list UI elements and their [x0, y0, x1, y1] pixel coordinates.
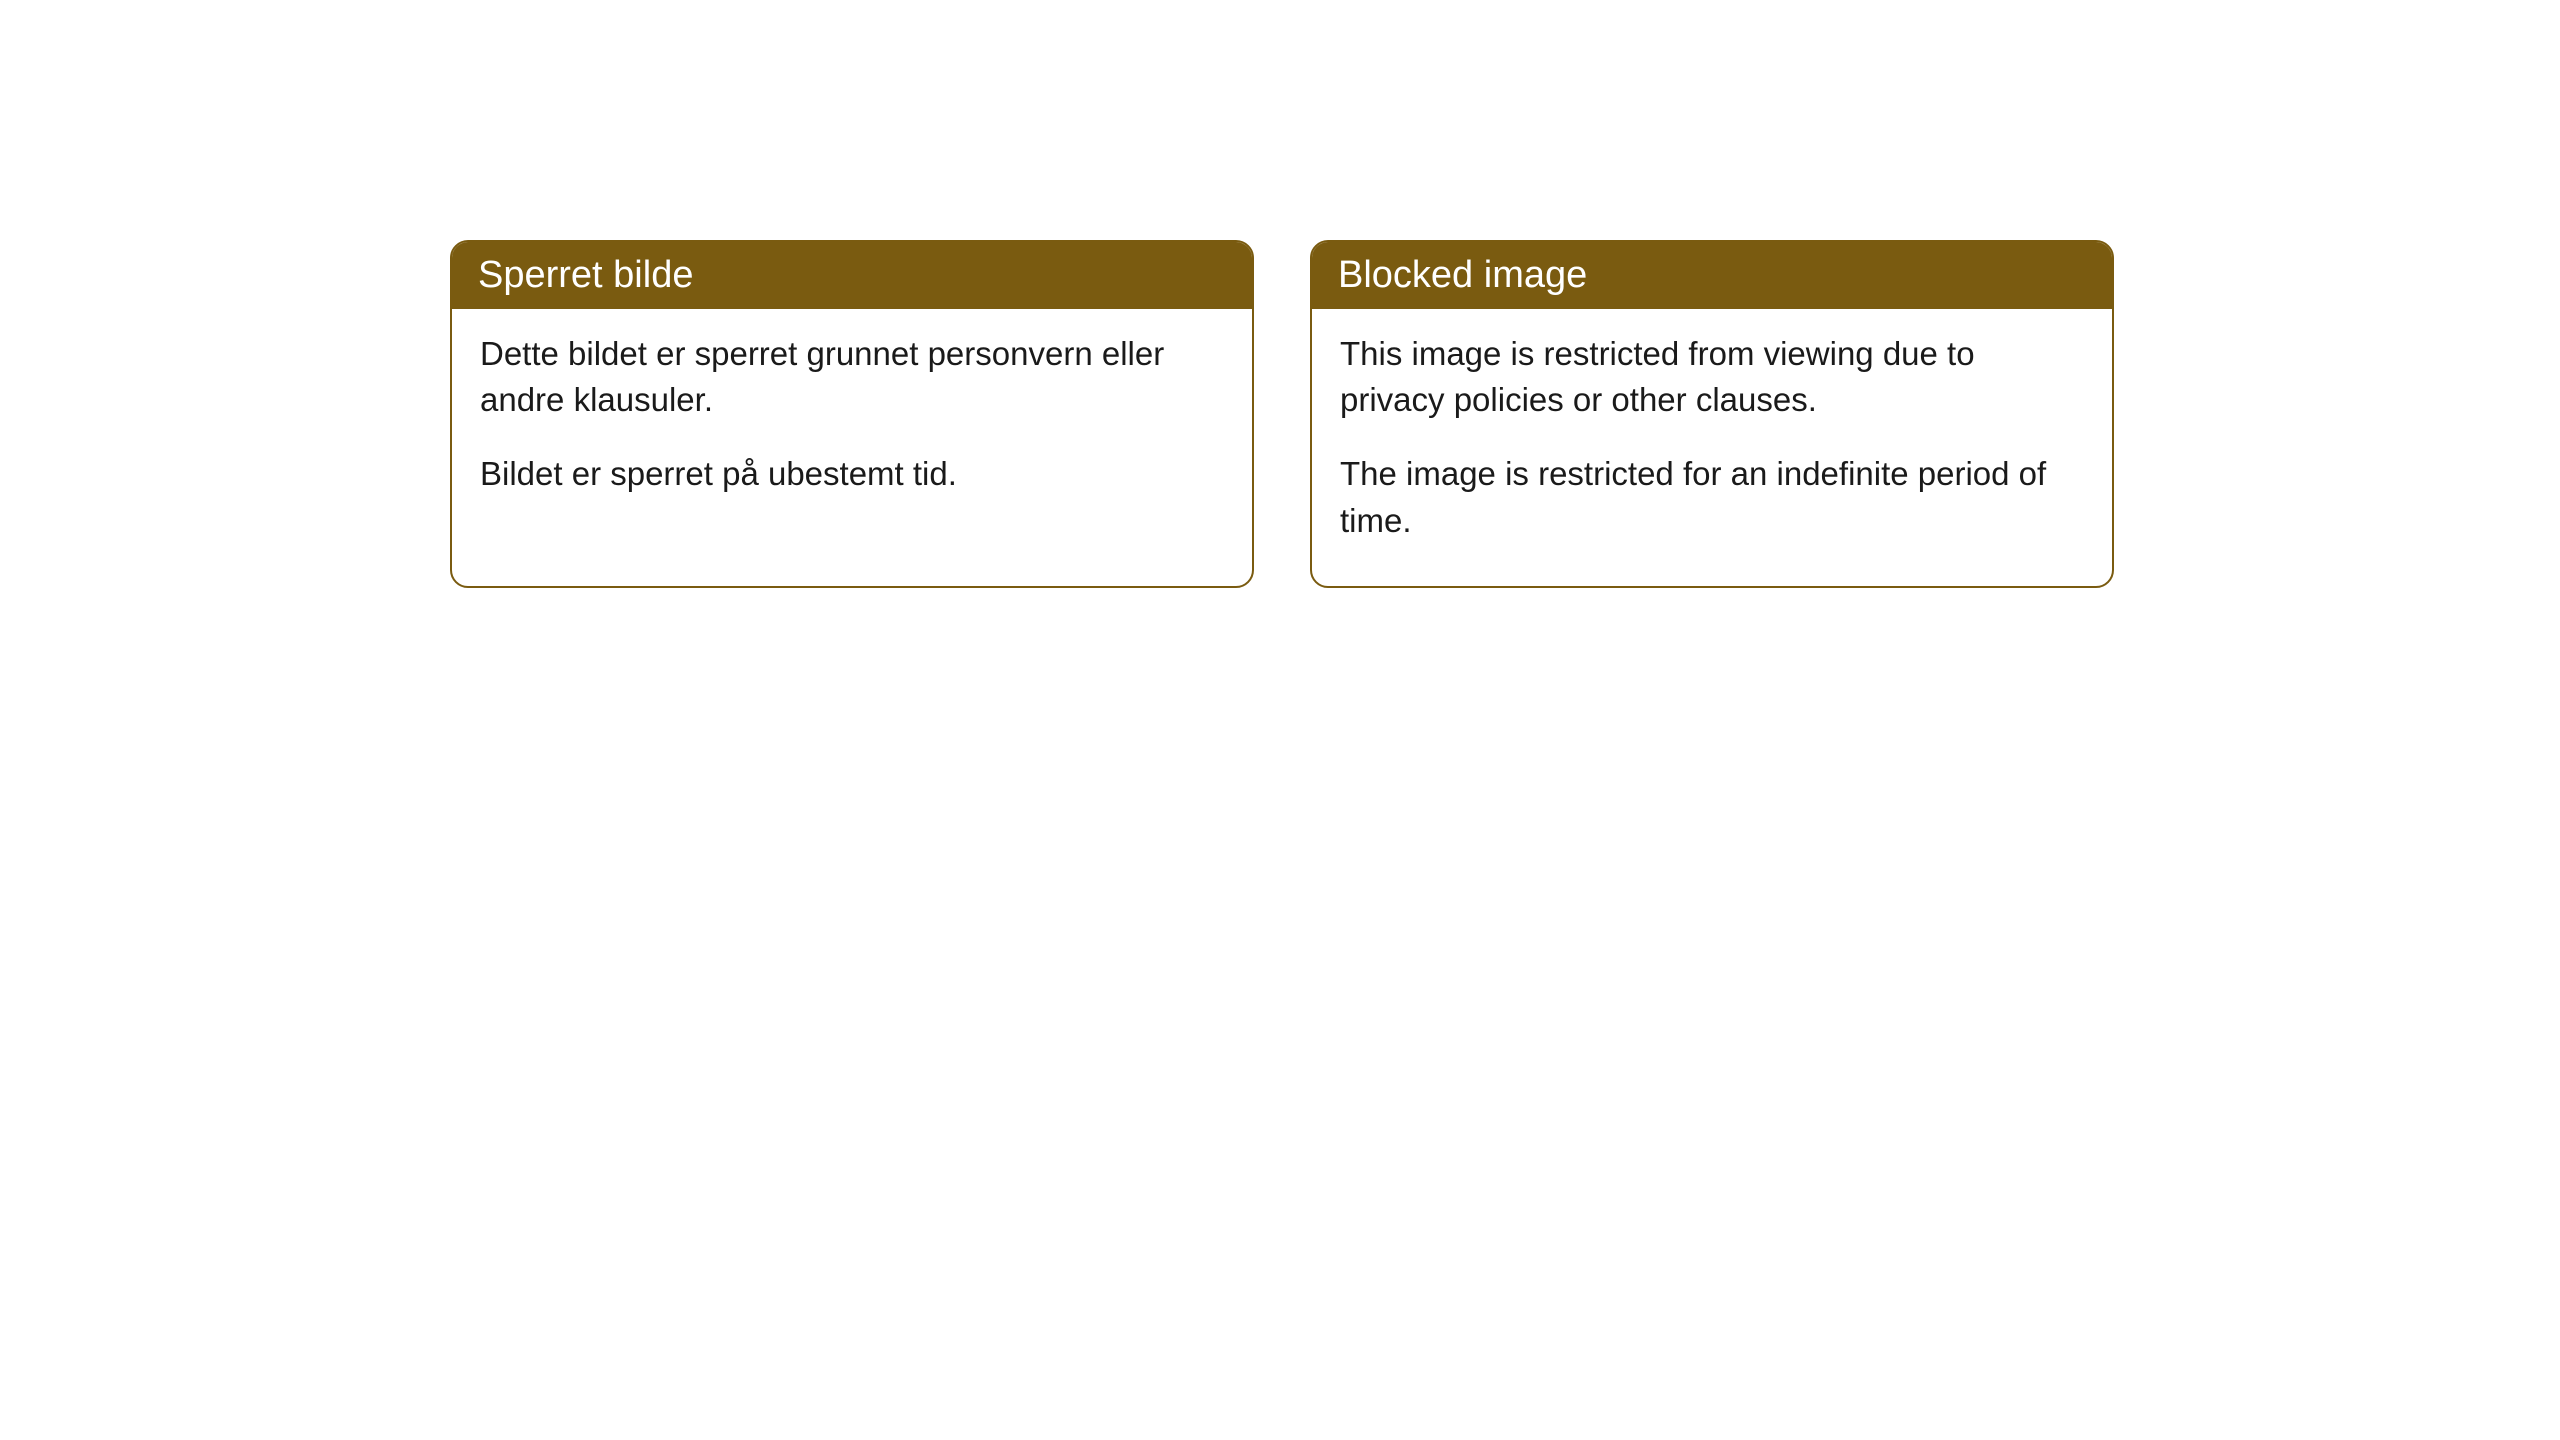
notice-card-english: Blocked image This image is restricted f…: [1310, 240, 2114, 588]
card-header: Sperret bilde: [452, 242, 1252, 309]
card-paragraph: This image is restricted from viewing du…: [1340, 331, 2084, 423]
notice-cards-container: Sperret bilde Dette bildet er sperret gr…: [450, 240, 2560, 588]
card-paragraph: The image is restricted for an indefinit…: [1340, 451, 2084, 543]
card-title: Sperret bilde: [478, 254, 693, 296]
card-paragraph: Bildet er sperret på ubestemt tid.: [480, 451, 1224, 497]
card-paragraph: Dette bildet er sperret grunnet personve…: [480, 331, 1224, 423]
card-title: Blocked image: [1338, 254, 1587, 296]
card-body: Dette bildet er sperret grunnet personve…: [452, 309, 1252, 540]
card-header: Blocked image: [1312, 242, 2112, 309]
notice-card-norwegian: Sperret bilde Dette bildet er sperret gr…: [450, 240, 1254, 588]
card-body: This image is restricted from viewing du…: [1312, 309, 2112, 586]
